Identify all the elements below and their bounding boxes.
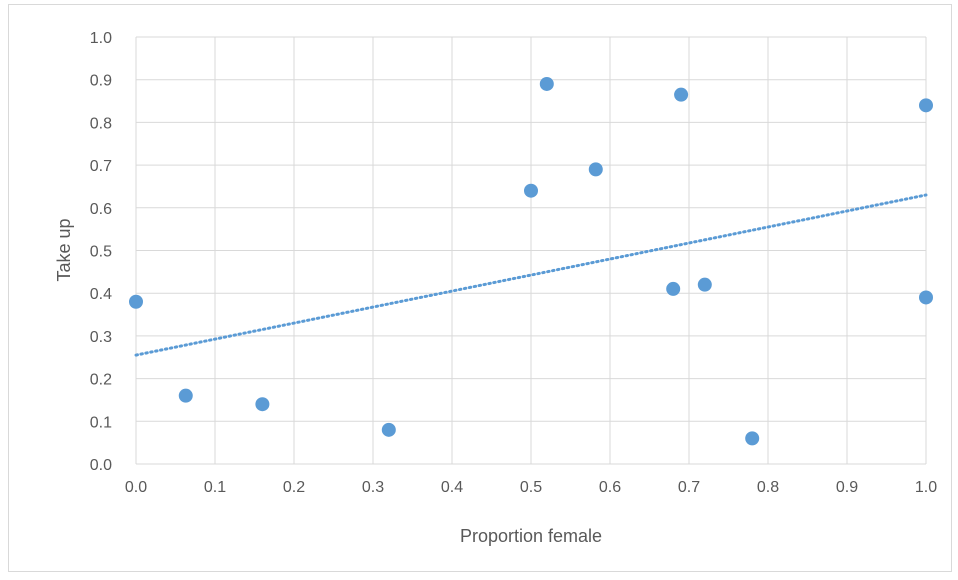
data-point [129, 294, 143, 309]
data-point [588, 162, 603, 177]
x-tick-label: 1.0 [915, 479, 937, 496]
x-tick-label: 0.9 [836, 479, 858, 496]
x-tick-label: 0.1 [204, 479, 226, 496]
y-axis-title: Take up [54, 218, 74, 281]
y-tick-label: 0.3 [90, 329, 112, 346]
y-tick-label: 0.8 [90, 115, 112, 132]
y-tick-label: 0.5 [90, 244, 112, 261]
x-tick-label: 0.4 [441, 479, 463, 496]
y-tick-labels: 0.0 0.1 0.2 0.3 0.4 0.5 0.6 0.7 0.8 0.9 1.0 [90, 30, 112, 474]
y-tick-label: 0.9 [90, 73, 112, 90]
x-tick-label: 0.6 [599, 479, 621, 496]
data-point [666, 281, 681, 296]
x-tick-label: 0.5 [520, 479, 542, 496]
data-point [919, 98, 933, 113]
data-point [539, 76, 554, 91]
y-tick-label: 0.2 [90, 372, 112, 389]
y-tick-label: 0.6 [90, 201, 112, 218]
data-point [697, 277, 712, 292]
y-tick-label: 0.0 [90, 457, 112, 474]
data-point [381, 422, 396, 437]
y-tick-label: 0.4 [90, 286, 112, 303]
y-tick-label: 1.0 [90, 30, 112, 47]
trendline [134, 193, 928, 357]
y-tick-label: 0.7 [90, 158, 112, 175]
data-point [524, 183, 538, 198]
data-point [178, 388, 193, 403]
data-points [129, 76, 933, 446]
data-point [919, 290, 933, 305]
data-point [255, 397, 270, 412]
x-tick-label: 0.3 [362, 479, 384, 496]
x-tick-label: 0.2 [283, 479, 305, 496]
x-axis-title: Proportion female [460, 526, 602, 546]
x-tick-labels: 0.0 0.1 0.2 0.3 0.4 0.5 0.6 0.7 0.8 0.9 1.0 [125, 479, 937, 496]
chart-frame [8, 4, 952, 572]
grid [135, 36, 927, 465]
y-tick-label: 0.1 [90, 414, 112, 431]
trendline-group [134, 193, 928, 357]
x-tick-label: 0.8 [757, 479, 779, 496]
data-point [674, 87, 689, 102]
x-tick-label: 0.0 [125, 479, 147, 496]
x-tick-label: 0.7 [678, 479, 700, 496]
data-point [745, 431, 760, 446]
